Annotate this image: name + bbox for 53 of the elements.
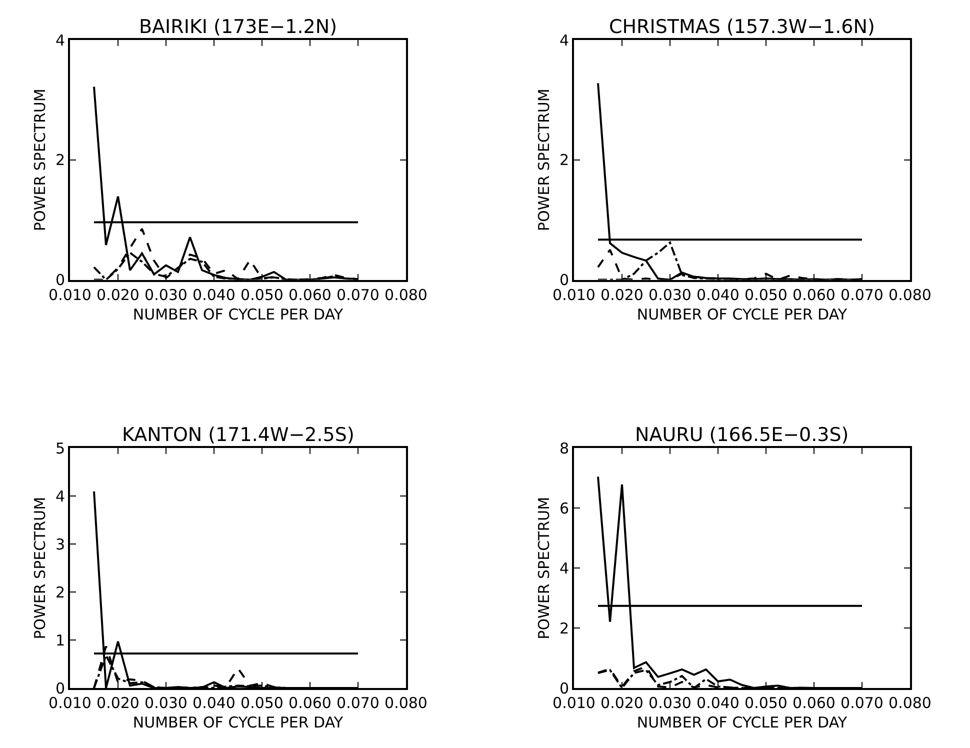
x-tick-label: 0.020 <box>96 286 140 304</box>
x-tick-label: 0.060 <box>792 286 836 304</box>
x-tick-label: 0.030 <box>648 694 692 712</box>
x-tick-label: 0.040 <box>696 286 740 304</box>
x-axis-title: NUMBER OF CYCLE PER DAY <box>636 714 848 732</box>
x-tick-label: 0.040 <box>192 286 236 304</box>
x-tick-label: 0.070 <box>336 694 380 712</box>
chart-title: BAIRIKI (173E−1.2N) <box>139 16 337 38</box>
x-tick-label: 0.070 <box>336 286 380 304</box>
x-tick-label: 0.050 <box>744 694 788 712</box>
y-tick-label: 2 <box>559 151 569 170</box>
y-tick-label: 4 <box>55 487 65 506</box>
x-tick-label: 0.060 <box>288 694 332 712</box>
y-tick-label: 2 <box>55 583 65 602</box>
y-tick-label: 6 <box>559 499 569 518</box>
x-tick-label: 0.050 <box>240 694 284 712</box>
x-tick-label: 0.050 <box>744 286 788 304</box>
y-axis-title: POWER SPECTRUM <box>535 88 554 232</box>
x-tick-label: 0.040 <box>192 694 236 712</box>
y-tick-label: 8 <box>559 439 569 458</box>
y-axis-title: POWER SPECTRUM <box>535 496 554 640</box>
x-tick-label: 0.020 <box>600 694 644 712</box>
y-tick-label: 4 <box>55 31 65 50</box>
x-tick-label: 0.030 <box>144 286 188 304</box>
y-tick-label: 4 <box>559 31 569 50</box>
x-tick-label: 0.070 <box>840 286 884 304</box>
chart-title: NAURU (166.5E−0.3S) <box>635 424 849 446</box>
x-tick-label: 0.060 <box>792 694 836 712</box>
x-tick-label: 0.020 <box>600 286 644 304</box>
x-tick-label: 0.080 <box>384 694 428 712</box>
x-tick-label: 0.080 <box>888 694 932 712</box>
y-tick-label: 2 <box>55 151 65 170</box>
y-tick-label: 4 <box>559 559 569 578</box>
x-tick-label: 0.050 <box>240 286 284 304</box>
x-tick-label: 0.030 <box>144 694 188 712</box>
x-tick-label: 0.080 <box>888 286 932 304</box>
y-tick-label: 5 <box>55 439 65 458</box>
x-tick-label: 0.080 <box>384 286 428 304</box>
x-axis-title: NUMBER OF CYCLE PER DAY <box>132 714 344 732</box>
y-tick-label: 3 <box>55 535 65 554</box>
x-tick-label: 0.060 <box>288 286 332 304</box>
x-tick-label: 0.030 <box>648 286 692 304</box>
y-axis-title: POWER SPECTRUM <box>31 88 50 232</box>
x-axis-title: NUMBER OF CYCLE PER DAY <box>132 305 344 324</box>
y-tick-label: 2 <box>559 619 569 638</box>
x-tick-label: 0.020 <box>96 694 140 712</box>
y-tick-label: 1 <box>55 631 65 650</box>
y-axis-title: POWER SPECTRUM <box>31 496 50 640</box>
chart-title: CHRISTMAS (157.3W−1.6N) <box>609 16 875 38</box>
x-tick-label: 0.070 <box>840 694 884 712</box>
x-tick-label: 0.040 <box>696 694 740 712</box>
chart-title: KANTON (171.4W−2.5S) <box>122 424 354 446</box>
x-axis-title: NUMBER OF CYCLE PER DAY <box>636 305 848 324</box>
